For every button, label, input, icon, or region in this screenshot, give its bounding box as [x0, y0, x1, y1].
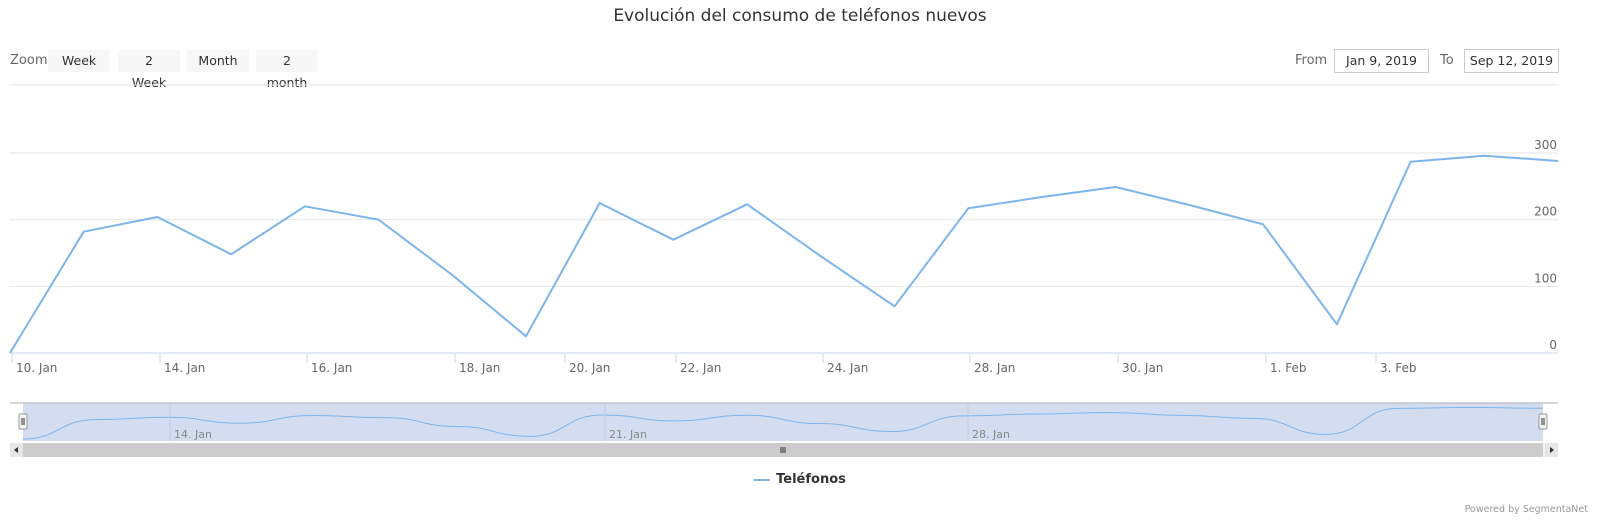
zoom-label: Zoom: [10, 53, 48, 68]
navigator-label: 28. Jan: [972, 428, 1010, 441]
y-tick-label: 100: [1534, 271, 1557, 285]
x-tick-label: 18. Jan: [459, 361, 500, 375]
x-tick-label: 14. Jan: [164, 361, 205, 375]
x-tick-label: 28. Jan: [974, 361, 1015, 375]
y-tick-label: 200: [1534, 205, 1557, 219]
scrollbar[interactable]: [10, 443, 1558, 457]
navigator-series: [22, 406, 1544, 440]
x-tick-label: 1. Feb: [1270, 361, 1307, 375]
zoom-2week-button[interactable]: 2 Week: [118, 50, 180, 90]
navigator-right-handle[interactable]: [1538, 413, 1548, 430]
credits[interactable]: Powered by SegmentaNet: [1464, 504, 1588, 515]
navigator-left-handle[interactable]: [18, 413, 28, 430]
x-tick-label: 20. Jan: [569, 361, 610, 375]
range-from-label: From: [1295, 53, 1328, 68]
series-line-group: [9, 154, 1559, 354]
x-tick-label: 30. Jan: [1122, 361, 1163, 375]
chart-area: 0 100 200 300 10. Jan 14. Jan 16. Jan 18. Jan 2…: [9, 84, 1559, 457]
navigator-label: 14. Jan: [174, 428, 212, 441]
chart-title: Evolución del consumo de teléfonos nuevo…: [613, 6, 987, 26]
grid-lines: [10, 84, 1558, 354]
scroll-left-arrow-icon: [14, 447, 18, 453]
x-tick-label: 10. Jan: [16, 361, 57, 375]
zoom-2month-button[interactable]: 2 month: [256, 50, 318, 90]
x-tick-label: 22. Jan: [680, 361, 721, 375]
range-to-label: To: [1440, 53, 1454, 68]
zoom-month-button[interactable]: Month: [187, 50, 249, 72]
range-to-input[interactable]: Sep 12, 2019: [1464, 49, 1559, 73]
scroll-right-arrow-icon: [1550, 447, 1554, 453]
legend-swatch: [754, 478, 771, 481]
zoom-week-button[interactable]: Week: [48, 50, 110, 72]
range-from-input[interactable]: Jan 9, 2019: [1334, 49, 1429, 73]
navigator[interactable]: 14. Jan 21. Jan 28. Jan: [10, 402, 1558, 441]
navigator-label: 21. Jan: [609, 428, 647, 441]
navigator-mask[interactable]: [23, 403, 1543, 441]
x-tick-label: 24. Jan: [827, 361, 868, 375]
x-tick-label: 16. Jan: [311, 361, 352, 375]
y-axis: 0 100 200 300: [1534, 138, 1557, 352]
x-axis: 10. Jan 14. Jan 16. Jan 18. Jan 20. Jan 22. J…: [11, 353, 1417, 375]
x-tick-label: 3. Feb: [1380, 361, 1417, 375]
legend-label: Teléfonos: [776, 472, 846, 487]
y-tick-label: 300: [1534, 138, 1557, 152]
legend-item[interactable]: Teléfonos: [0, 472, 1600, 487]
y-tick-label: 0: [1549, 338, 1557, 352]
series-line-telefonos[interactable]: [9, 154, 1559, 354]
